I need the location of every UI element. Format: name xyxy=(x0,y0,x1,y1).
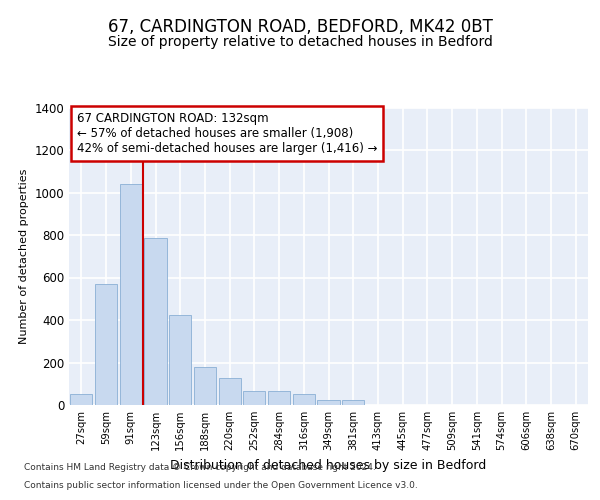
Bar xyxy=(145,238,167,405)
Text: 67, CARDINGTON ROAD, BEDFORD, MK42 0BT: 67, CARDINGTON ROAD, BEDFORD, MK42 0BT xyxy=(107,18,493,36)
Bar xyxy=(293,394,315,405)
Text: Contains HM Land Registry data © Crown copyright and database right 2024.: Contains HM Land Registry data © Crown c… xyxy=(24,464,376,472)
Bar xyxy=(342,400,364,405)
Text: Contains public sector information licensed under the Open Government Licence v3: Contains public sector information licen… xyxy=(24,481,418,490)
Bar xyxy=(243,391,265,405)
Bar xyxy=(169,314,191,405)
Bar xyxy=(70,394,92,405)
Bar xyxy=(317,400,340,405)
Text: Size of property relative to detached houses in Bedford: Size of property relative to detached ho… xyxy=(107,35,493,49)
Bar xyxy=(194,367,216,405)
Text: 67 CARDINGTON ROAD: 132sqm
← 57% of detached houses are smaller (1,908)
42% of s: 67 CARDINGTON ROAD: 132sqm ← 57% of deta… xyxy=(77,112,377,155)
Bar xyxy=(218,378,241,405)
X-axis label: Distribution of detached houses by size in Bedford: Distribution of detached houses by size … xyxy=(170,458,487,471)
Bar xyxy=(119,184,142,405)
Bar xyxy=(268,391,290,405)
Y-axis label: Number of detached properties: Number of detached properties xyxy=(19,168,29,344)
Bar xyxy=(95,284,117,405)
